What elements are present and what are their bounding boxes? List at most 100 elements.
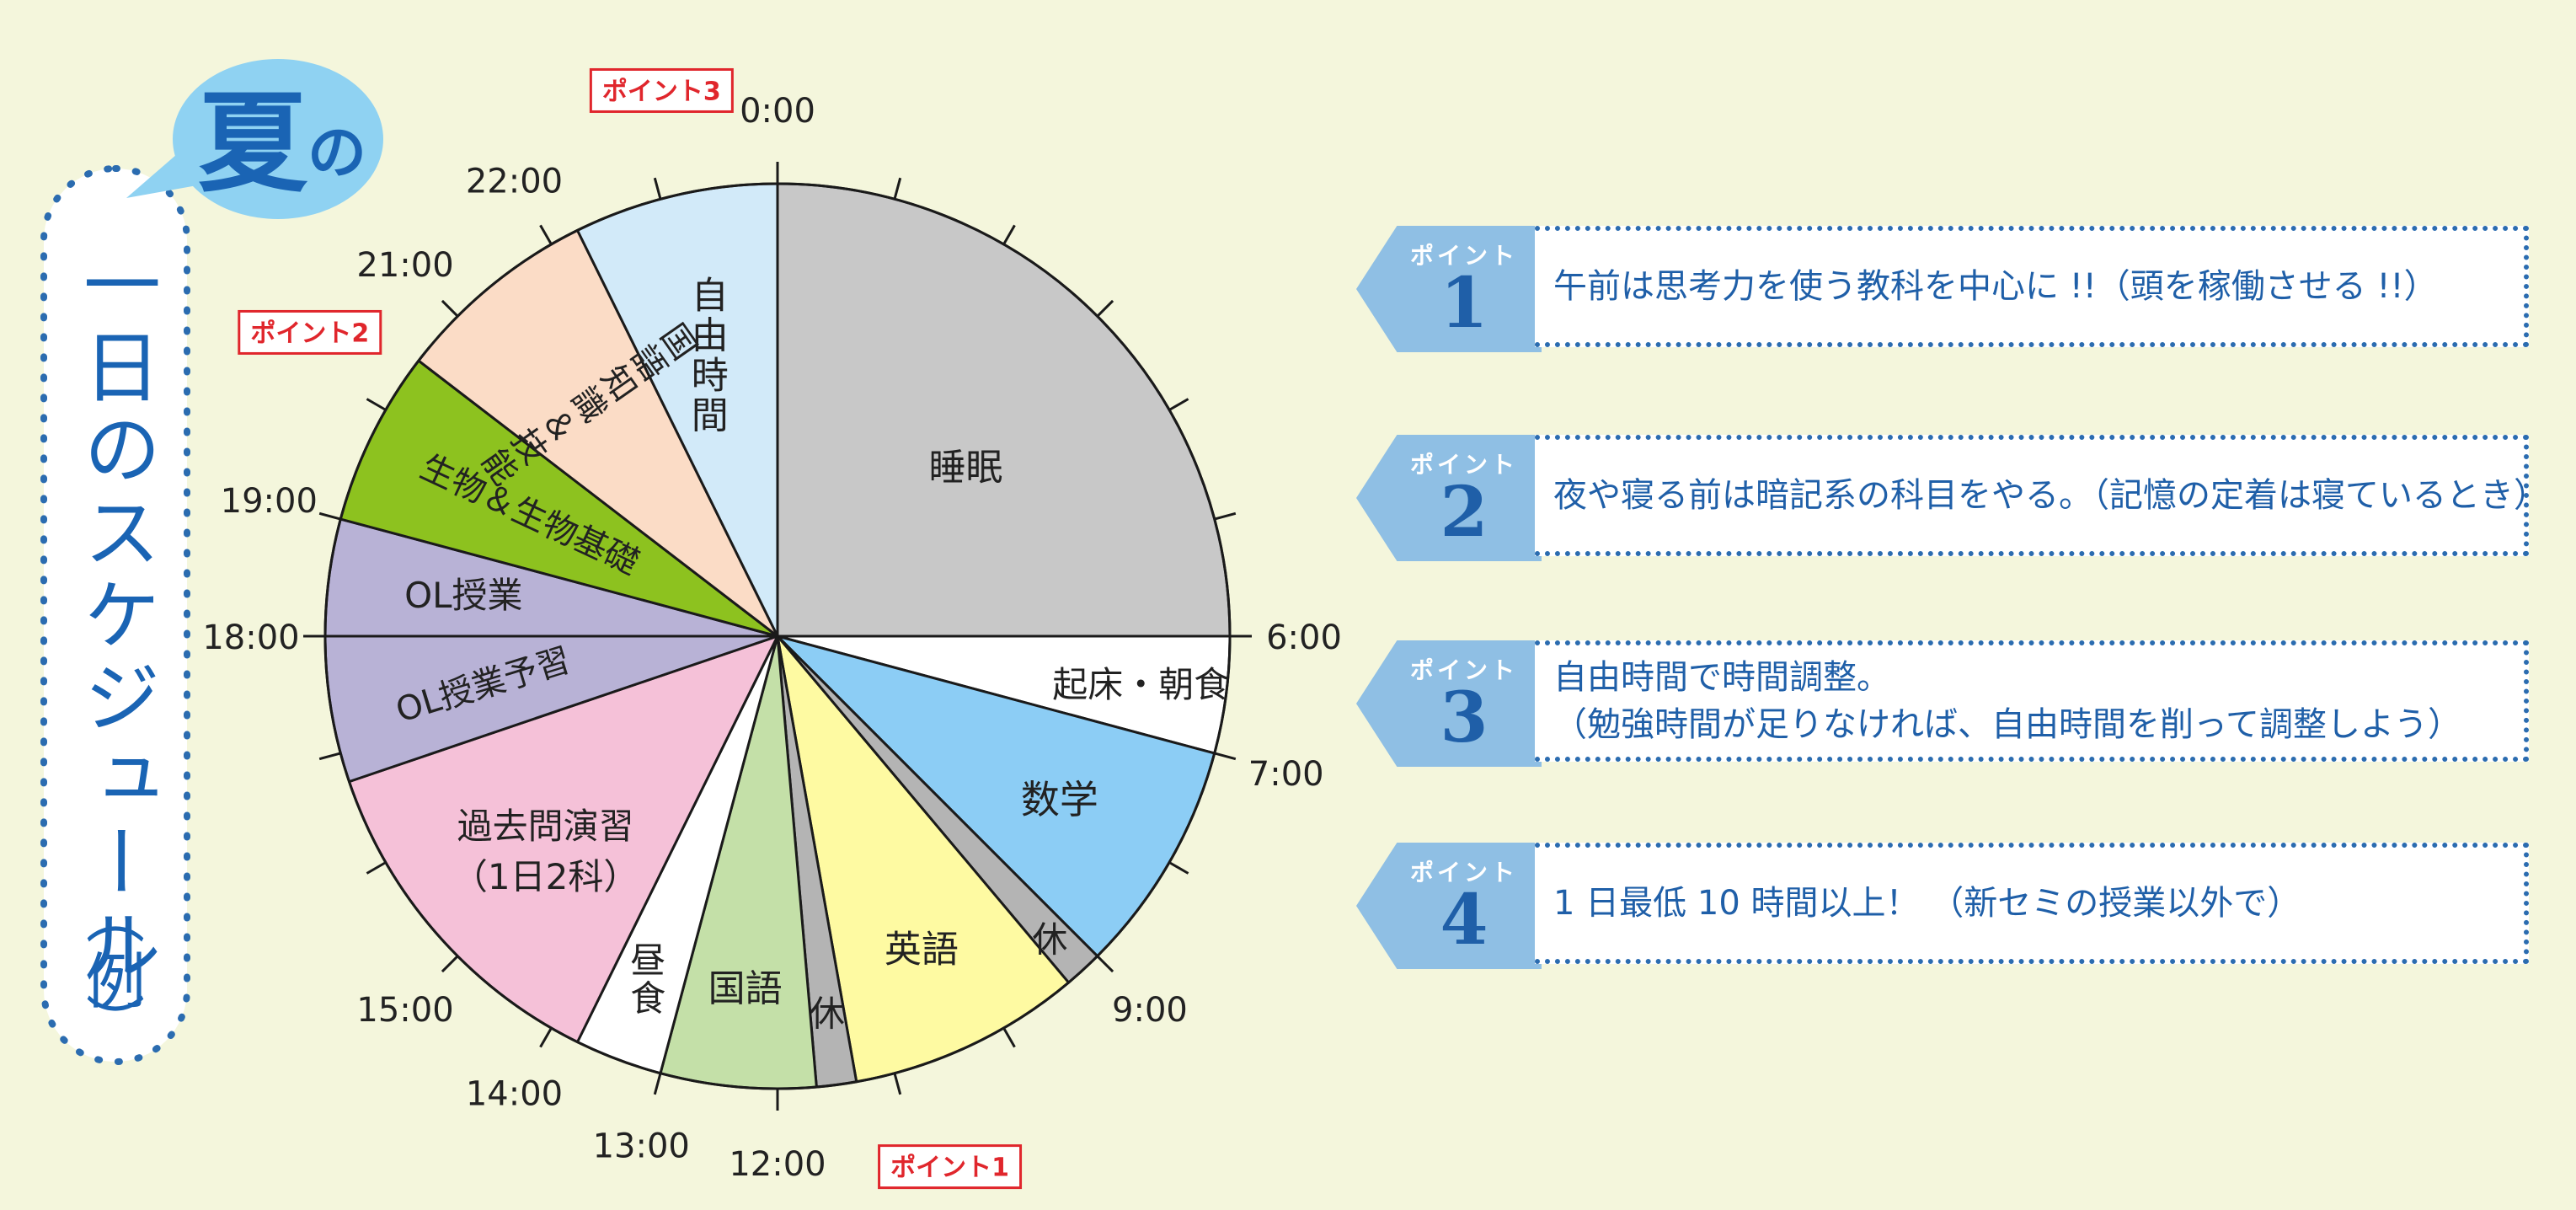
- example-mark: ︵ 例 ︶: [85, 882, 146, 1059]
- example-paren-close: ︶: [86, 990, 145, 1059]
- point-row-3: ポイント 3 自由時間で時間調整。 （勉強時間が足りなければ、自由時間を削って調…: [1356, 640, 2536, 767]
- main-title: 一日のスケジュール: [71, 244, 161, 988]
- point-text-box-1: 午前は思考力を使う教科を中心に !!（頭を稼働させる !!）: [1535, 226, 2529, 347]
- point-row-4: ポイント 4 1 日最低 10 時間以上！ （新セミの授業以外で）: [1356, 843, 2536, 969]
- point-marker-label: ポイント1: [890, 1154, 1009, 1183]
- point-row-2: ポイント 2 夜や寝る前は暗記系の科目をやる。（記憶の定着は寝ているとき）: [1356, 435, 2547, 561]
- title-bubble-frame: [40, 165, 190, 1065]
- point-marker: ポイント1: [878, 1144, 1023, 1190]
- hour-tick: [441, 955, 459, 973]
- hour-tick: [1214, 752, 1237, 761]
- point-tag-number: 2: [1440, 472, 1488, 553]
- segment-label-char: 自: [692, 274, 729, 317]
- tick-label: 21:00: [356, 246, 453, 285]
- pie-segments: [323, 182, 1232, 1090]
- hour-tick: [1096, 299, 1114, 318]
- tick-label: 9:00: [1112, 991, 1188, 1030]
- point-text-box-3: 自由時間で時間調整。 （勉強時間が足りなければ、自由時間を削って調整しよう）: [1535, 640, 2529, 762]
- segment-label: 起床・朝食: [1052, 664, 1229, 705]
- point-tag-4: ポイント 4: [1356, 843, 1542, 969]
- point-text-line: （勉強時間が足りなければ、自由時間を削って調整しよう）: [1553, 705, 2461, 744]
- point-tag-number: 1: [1440, 263, 1488, 344]
- hour-tick: [318, 752, 341, 761]
- tick-label: 7:00: [1248, 755, 1324, 794]
- hour-tick: [539, 1027, 553, 1048]
- segment-label-char: 食: [630, 978, 665, 1020]
- segment-label: 過去問演習: [457, 806, 634, 847]
- hour-tick: [653, 1073, 662, 1095]
- point-marker-box: [589, 67, 734, 113]
- season-bubble: 夏 の: [126, 59, 383, 219]
- hour-tick: [318, 511, 341, 521]
- pie-point-markers: ポイント1 ポイント2 ポイント3: [238, 67, 1023, 1190]
- point-tag-1: ポイント 1: [1356, 226, 1542, 352]
- segment-label-char: 時: [692, 354, 729, 397]
- segment-label: 睡眠: [928, 447, 1002, 490]
- point-text-box-4: 1 日最低 10 時間以上！ （新セミの授業以外で）: [1535, 843, 2529, 964]
- point-marker: ポイント3: [589, 67, 734, 113]
- segment-label: 休: [1032, 918, 1067, 960]
- point-text-line: 自由時間で時間調整。: [1553, 658, 1890, 697]
- tick-label: 22:00: [466, 163, 563, 201]
- pie-ticks: [303, 162, 1252, 1111]
- point-tag-number: 3: [1440, 677, 1488, 758]
- example-paren-open: ︵: [86, 882, 145, 951]
- point-tag-3: ポイント 3: [1356, 640, 1542, 767]
- season-particle: の: [307, 118, 366, 187]
- segment-label: 国語: [708, 967, 783, 1010]
- hour-tick: [1168, 398, 1189, 411]
- point-marker: ポイント2: [238, 309, 382, 355]
- tick-label: 15:00: [356, 991, 453, 1030]
- hour-tick: [1002, 224, 1016, 245]
- pie-tick-labels: 0:00 6:00 7:00 9:00 12:00 13:00 14:00 15:00 18:0…: [202, 92, 1342, 1184]
- segment-label: 昼食: [630, 940, 665, 1019]
- segment-label: 休: [810, 993, 845, 1034]
- pie-slice: [776, 182, 1232, 638]
- point-row-1: ポイント 1 午前は思考力を使う教科を中心に !!（頭を稼働させる !!）: [1356, 226, 2536, 352]
- point-tag-number: 4: [1440, 880, 1488, 961]
- segment-label-char: 由: [692, 314, 729, 357]
- tick-label: 18:00: [202, 618, 299, 657]
- point-tag-2: ポイント 2: [1356, 435, 1542, 561]
- point-tag-word: ポイント: [1409, 859, 1518, 886]
- hour-tick: [1002, 1027, 1016, 1048]
- tick-label: 6:00: [1266, 618, 1342, 657]
- point-text-line: 夜や寝る前は暗記系の科目をやる。（記憶の定着は寝ているとき）: [1553, 476, 2547, 515]
- point-text-line: 午前は思考力を使う教科を中心に !!（頭を稼働させる !!）: [1553, 267, 2438, 306]
- example-label: 例: [85, 946, 146, 1017]
- point-marker-label: ポイント2: [250, 319, 369, 348]
- point-tag-word: ポイント: [1409, 242, 1518, 270]
- schedule-pie: 0:00 6:00 7:00 9:00 12:00 13:00 14:00 15:00 18:0…: [202, 67, 1342, 1190]
- tick-label: 0:00: [740, 92, 815, 131]
- hour-tick: [441, 299, 459, 318]
- segment-label: OL授業: [404, 575, 522, 616]
- season-kanji: 夏: [198, 79, 308, 207]
- hour-tick: [1214, 511, 1237, 521]
- point-marker-label: ポイント3: [602, 77, 721, 106]
- segment-label-char: 昼: [630, 940, 665, 981]
- hour-tick: [893, 177, 902, 200]
- hour-tick: [539, 224, 553, 245]
- segment-label: 英語: [884, 928, 959, 971]
- hour-tick: [366, 861, 387, 875]
- point-marker-box: [878, 1144, 1023, 1190]
- point-marker-box: [238, 309, 382, 355]
- tick-label: 14:00: [466, 1074, 563, 1113]
- segment-label: 自由時間: [692, 274, 729, 437]
- hour-tick: [893, 1073, 902, 1095]
- hour-tick: [653, 177, 662, 200]
- point-text-box-2: 夜や寝る前は暗記系の科目をやる。（記憶の定着は寝ているとき）: [1535, 435, 2547, 556]
- hour-tick: [1168, 861, 1189, 875]
- hour-tick: [1096, 955, 1114, 973]
- tick-label: 12:00: [729, 1145, 826, 1184]
- tick-label: 13:00: [593, 1127, 690, 1166]
- segment-label-char: 間: [692, 394, 729, 437]
- segment-label: 数学: [1021, 777, 1098, 822]
- point-text-line: 1 日最低 10 時間以上！ （新セミの授業以外で）: [1553, 884, 2301, 923]
- tick-label: 19:00: [221, 482, 318, 521]
- point-tag-word: ポイント: [1409, 451, 1518, 479]
- hour-tick: [366, 398, 387, 411]
- point-tag-word: ポイント: [1409, 656, 1518, 684]
